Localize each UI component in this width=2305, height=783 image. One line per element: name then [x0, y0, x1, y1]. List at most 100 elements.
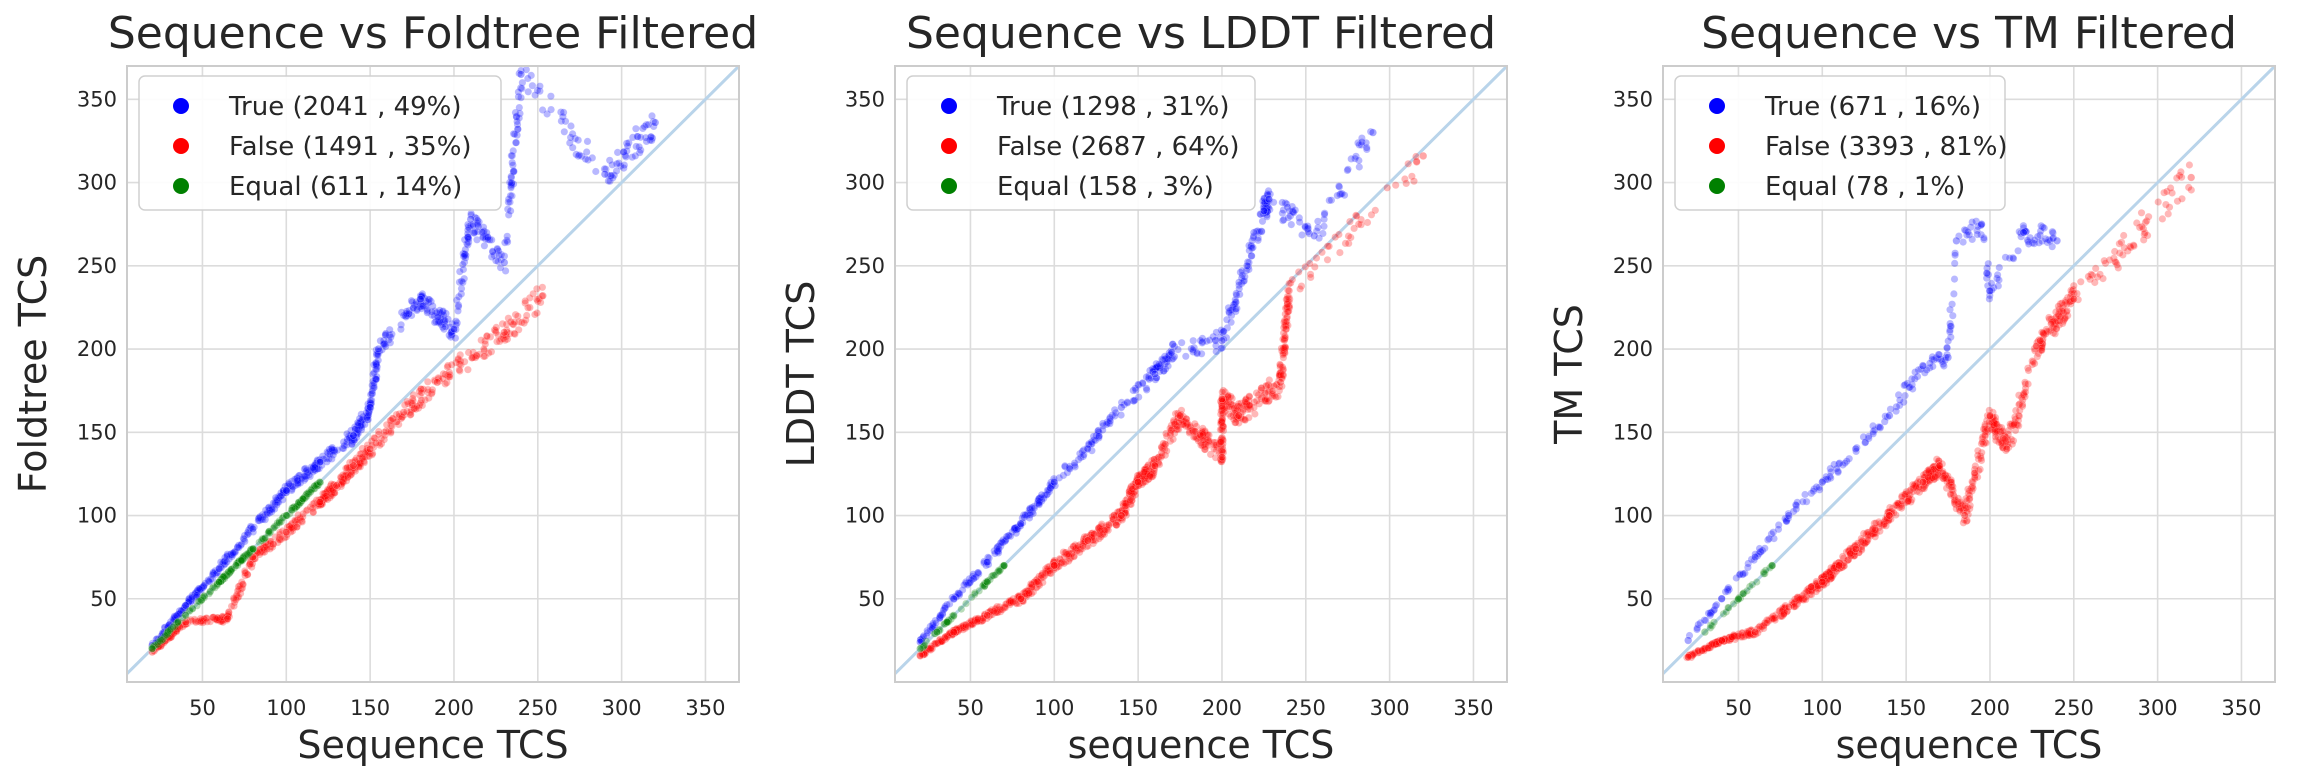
scatter-point	[481, 235, 490, 243]
scatter-point	[1023, 590, 1032, 599]
scatter-point	[455, 367, 464, 375]
scatter-point	[282, 488, 291, 497]
scatter-point	[413, 306, 421, 315]
scatter-point	[1725, 633, 1733, 642]
scatter-point	[1705, 643, 1713, 652]
scatter-point	[464, 223, 473, 231]
scatter-point	[1710, 641, 1719, 649]
scatter-point	[292, 502, 301, 511]
scatter-point	[1144, 466, 1153, 475]
scatter-point	[362, 408, 371, 417]
scatter-point	[1793, 593, 1802, 602]
scatter-point	[954, 625, 963, 633]
scatter-point	[437, 320, 446, 329]
scatter-point	[183, 600, 192, 608]
scatter-point	[409, 304, 418, 313]
legend-marker	[941, 138, 957, 154]
scatter-point	[326, 484, 334, 493]
data-point	[1767, 561, 1777, 570]
scatter-point	[1311, 263, 1319, 271]
scatter-point	[1826, 472, 1834, 481]
data-point	[215, 564, 224, 573]
data-point	[332, 481, 341, 490]
data-point	[1885, 511, 1894, 520]
scatter-point	[1698, 646, 1706, 655]
scatter-point	[1976, 452, 1985, 460]
scatter-point	[301, 464, 310, 473]
scatter-point	[1996, 427, 2005, 436]
scatter-point	[1035, 500, 1044, 509]
scatter-point	[1991, 427, 1999, 435]
scatter-point	[1217, 417, 1225, 426]
scatter-point	[1979, 440, 1988, 448]
scatter-point	[219, 572, 228, 581]
scatter-point	[2126, 243, 2135, 252]
scatter-point	[1410, 177, 1418, 185]
scatter-point	[316, 457, 325, 466]
scatter-point	[248, 545, 257, 554]
scatter-point	[2015, 400, 2024, 408]
scatter-point	[937, 637, 945, 646]
scatter-point	[1082, 534, 1091, 542]
scatter-point	[1045, 487, 1054, 496]
scatter-point	[376, 336, 385, 345]
scatter-point	[1729, 631, 1738, 639]
scatter-point	[233, 587, 242, 595]
scatter-point	[1857, 534, 1866, 543]
scatter-point	[2154, 198, 2163, 206]
scatter-point	[279, 486, 288, 495]
scatter-point	[289, 483, 297, 491]
scatter-point	[446, 333, 455, 341]
scatter-point	[423, 377, 432, 386]
scatter-point	[1106, 413, 1114, 422]
scatter-point	[1312, 254, 1321, 262]
scatter-point	[465, 224, 474, 232]
scatter-point	[1159, 439, 1168, 448]
scatter-point	[153, 638, 162, 647]
scatter-point	[1964, 485, 1972, 494]
scatter-point	[1743, 627, 1751, 636]
scatter-point	[1801, 595, 1810, 604]
scatter-point	[1241, 396, 1250, 405]
scatter-point	[1941, 471, 1950, 480]
scatter-point	[398, 412, 406, 421]
scatter-point	[970, 617, 979, 625]
scatter-point	[438, 323, 447, 332]
scatter-point	[1800, 589, 1809, 598]
scatter-point	[1301, 222, 1309, 231]
scatter-point	[170, 615, 178, 624]
x-axis-label: sequence TCS	[1068, 723, 1335, 767]
scatter-point	[1771, 611, 1780, 619]
scatter-point	[484, 349, 493, 357]
scatter-point	[1905, 383, 1914, 392]
data-point	[1217, 453, 1227, 462]
scatter-point	[285, 525, 294, 534]
scatter-point	[1046, 480, 1054, 489]
scatter-point	[412, 298, 420, 306]
y-tick-label: 250	[1613, 254, 1653, 278]
scatter-point	[339, 438, 348, 446]
scatter-point	[259, 535, 268, 544]
scatter-point	[437, 309, 445, 318]
scatter-point	[1247, 252, 1256, 260]
scatter-point	[416, 398, 425, 407]
scatter-point	[509, 180, 518, 188]
scatter-point	[1921, 473, 1930, 481]
scatter-point	[1033, 575, 1042, 583]
scatter-point	[2110, 254, 2118, 263]
scatter-point	[1217, 402, 1226, 410]
scatter-point	[1919, 362, 1928, 371]
scatter-point	[1015, 599, 1023, 608]
scatter-point	[2024, 364, 2032, 373]
scatter-point	[1249, 228, 1258, 237]
scatter-point	[582, 148, 591, 156]
scatter-point	[575, 151, 584, 159]
scatter-point	[927, 644, 935, 652]
scatter-point	[1724, 583, 1733, 592]
scatter-point	[636, 133, 645, 142]
scatter-point	[607, 171, 616, 180]
scatter-point	[196, 614, 205, 623]
scatter-point	[309, 463, 318, 472]
scatter-point	[394, 420, 403, 429]
scatter-point	[1278, 209, 1287, 217]
